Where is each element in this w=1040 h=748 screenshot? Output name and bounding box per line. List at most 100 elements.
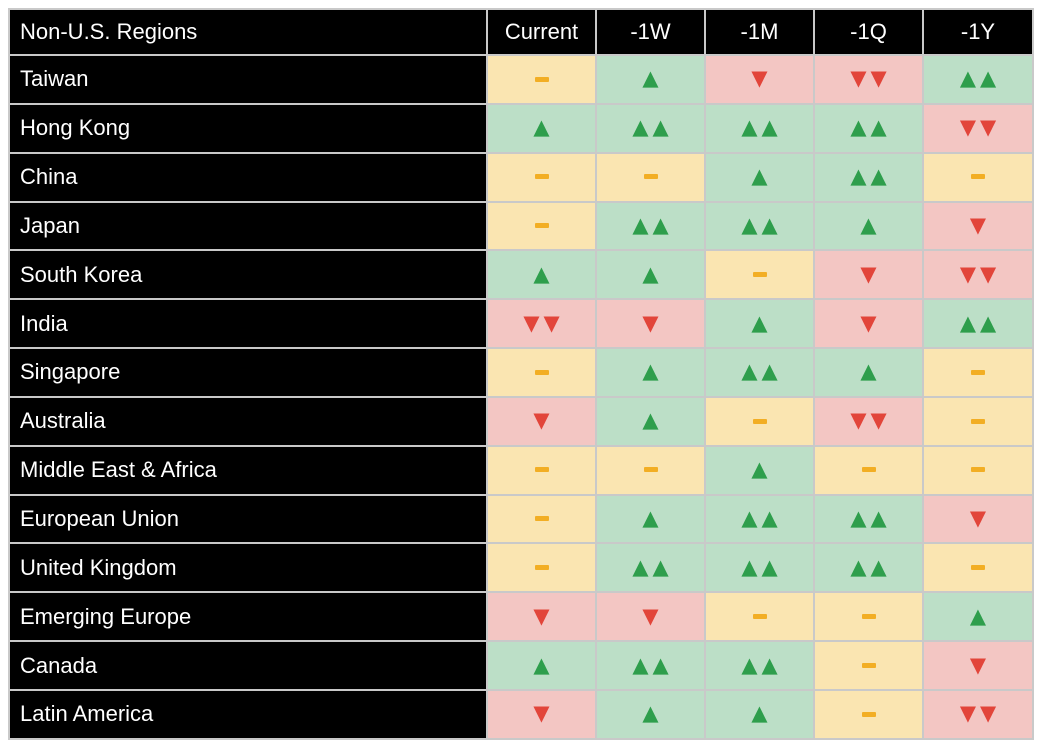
trend-cell: ▲▲ [704,347,815,398]
column-header-current: Current [486,8,597,56]
trend-cell [595,444,706,496]
neutral-dash-icon [643,467,658,473]
region-label: Hong Kong [8,102,488,154]
double-down-arrow-icon: ▼▼ [959,261,1001,286]
trend-cell: ▲ [595,688,706,741]
double-up-arrow-icon: ▲▲ [741,359,782,384]
neutral-dash-icon [971,418,985,424]
trend-cell: ▼ [922,493,1034,545]
trend-cell [813,591,924,643]
up-arrow-icon: ▲ [860,212,881,237]
region-label: Latin America [8,688,488,741]
table-row: Taiwan ▲ ▼ ▼▼ ▲▲ [8,54,1034,105]
down-arrow-icon: ▼ [969,212,991,237]
double-up-arrow-icon: ▲▲ [741,506,782,531]
trend-cell: ▲▲ [704,542,815,594]
trend-cell [486,444,597,496]
regions-heatmap-table: Non-U.S. Regions Current -1W -1M -1Q -1Y Taiw… [8,8,1034,741]
up-arrow-icon: ▲ [533,115,554,140]
double-up-arrow-icon: ▲▲ [632,652,673,677]
trend-cell: ▲ [704,298,815,350]
trend-cell: ▲▲ [813,151,924,203]
trend-cell [486,542,597,594]
neutral-dash-icon [971,369,985,375]
region-label: Canada [8,640,488,691]
neutral-dash-icon [861,711,876,717]
neutral-dash-icon [534,369,549,375]
region-label: Taiwan [8,54,488,105]
table-row: Hong Kong ▲ ▲▲ ▲▲ ▲▲ ▼▼ [8,102,1034,154]
trend-cell: ▲ [486,640,597,691]
double-up-arrow-icon: ▲▲ [741,212,782,237]
region-label: Australia [8,395,488,447]
trend-cell [486,200,597,252]
double-up-arrow-icon: ▲▲ [632,554,673,579]
region-label: Emerging Europe [8,591,488,643]
trend-cell: ▲▲ [704,493,815,545]
trend-cell: ▲ [595,249,706,301]
double-up-arrow-icon: ▲▲ [632,115,673,140]
table-row: Latin America ▼ ▲ ▲ ▼▼ [8,688,1034,741]
trend-cell: ▼ [486,688,597,741]
neutral-dash-icon [534,565,549,571]
down-arrow-icon: ▼ [533,701,554,726]
region-label: India [8,298,488,350]
trend-cell [922,444,1034,496]
column-header-1m: -1M [704,8,815,56]
trend-cell: ▲ [595,347,706,398]
trend-cell: ▼▼ [922,102,1034,154]
neutral-dash-icon [861,613,876,619]
down-arrow-icon: ▼ [860,261,881,286]
trend-cell [922,347,1034,398]
up-arrow-icon: ▲ [751,701,772,726]
neutral-dash-icon [534,174,549,180]
trend-cell [704,591,815,643]
trend-cell: ▲▲ [595,640,706,691]
neutral-dash-icon [861,662,876,668]
trend-cell [486,54,597,105]
trend-cell: ▼ [704,54,815,105]
region-label: European Union [8,493,488,545]
trend-cell [486,151,597,203]
double-up-arrow-icon: ▲▲ [959,66,1001,91]
double-down-arrow-icon: ▼▼ [959,115,1001,140]
trend-cell [486,347,597,398]
double-up-arrow-icon: ▲▲ [741,652,782,677]
neutral-dash-icon [971,174,985,180]
down-arrow-icon: ▼ [642,310,663,335]
neutral-dash-icon [861,467,876,473]
trend-cell: ▼ [813,298,924,350]
up-arrow-icon: ▲ [642,701,663,726]
double-up-arrow-icon: ▲▲ [850,115,891,140]
trend-cell [595,151,706,203]
neutral-dash-icon [643,174,658,180]
trend-cell [704,395,815,447]
double-up-arrow-icon: ▲▲ [741,115,782,140]
trend-cell: ▼ [595,298,706,350]
trend-cell: ▼▼ [922,688,1034,741]
neutral-dash-icon [752,613,767,619]
trend-cell: ▲ [704,444,815,496]
down-arrow-icon: ▼ [969,652,991,677]
region-label: South Korea [8,249,488,301]
double-up-arrow-icon: ▲▲ [850,506,891,531]
table-row: Japan ▲▲ ▲▲ ▲ ▼ [8,200,1034,252]
trend-cell: ▲▲ [704,640,815,691]
trend-cell: ▲ [486,249,597,301]
up-arrow-icon: ▲ [642,66,663,91]
trend-cell: ▲▲ [813,102,924,154]
table-row: South Korea ▲ ▲ ▼ ▼▼ [8,249,1034,301]
neutral-dash-icon [534,467,549,473]
trend-cell: ▼▼ [922,249,1034,301]
down-arrow-icon: ▼ [751,66,772,91]
trend-cell: ▲ [704,151,815,203]
double-up-arrow-icon: ▲▲ [850,554,891,579]
table-row: European Union ▲ ▲▲ ▲▲ ▼ [8,493,1034,545]
double-down-arrow-icon: ▼▼ [850,408,891,433]
neutral-dash-icon [752,272,767,278]
up-arrow-icon: ▲ [969,603,991,628]
region-label: United Kingdom [8,542,488,594]
table-row: United Kingdom ▲▲ ▲▲ ▲▲ [8,542,1034,594]
trend-cell: ▼ [922,200,1034,252]
